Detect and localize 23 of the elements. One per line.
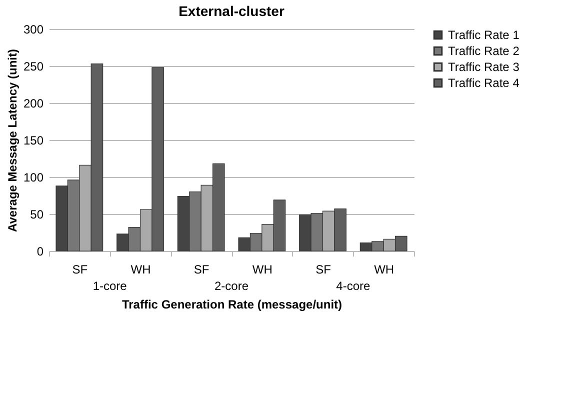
x-tick-label: WH <box>252 262 272 276</box>
y-tick-label: 0 <box>36 244 44 258</box>
y-tick-label: 200 <box>23 96 44 110</box>
text: 1-core <box>92 279 128 293</box>
x-tick-label: WH <box>374 262 394 276</box>
legend-label: Traffic Rate 1 <box>448 28 520 42</box>
x-tick-label: SF <box>316 262 331 276</box>
chart-title: External-cluster <box>178 3 285 19</box>
legend-label: Traffic Rate 3 <box>448 60 520 74</box>
legend-label: Traffic Rate 2 <box>448 44 520 58</box>
x-axis-title: Traffic Generation Rate (message/unit) <box>122 298 342 312</box>
y-tick-label: 250 <box>23 60 44 74</box>
y-tick-label: 150 <box>23 134 44 148</box>
text: 4-core <box>336 279 370 293</box>
y-tick-label: 100 <box>23 170 44 184</box>
y-axis-title: Average Message Latency (unit) <box>5 49 20 232</box>
text: 2-core <box>214 279 249 293</box>
legend-label: Traffic Rate 4 <box>448 76 520 90</box>
x-tick-label: SF <box>194 262 210 276</box>
y-tick-label: 50 <box>30 208 44 222</box>
x-tick-label: SF <box>72 262 88 276</box>
y-tick-label: 300 <box>23 22 44 36</box>
x-tick-label: WH <box>130 262 151 276</box>
